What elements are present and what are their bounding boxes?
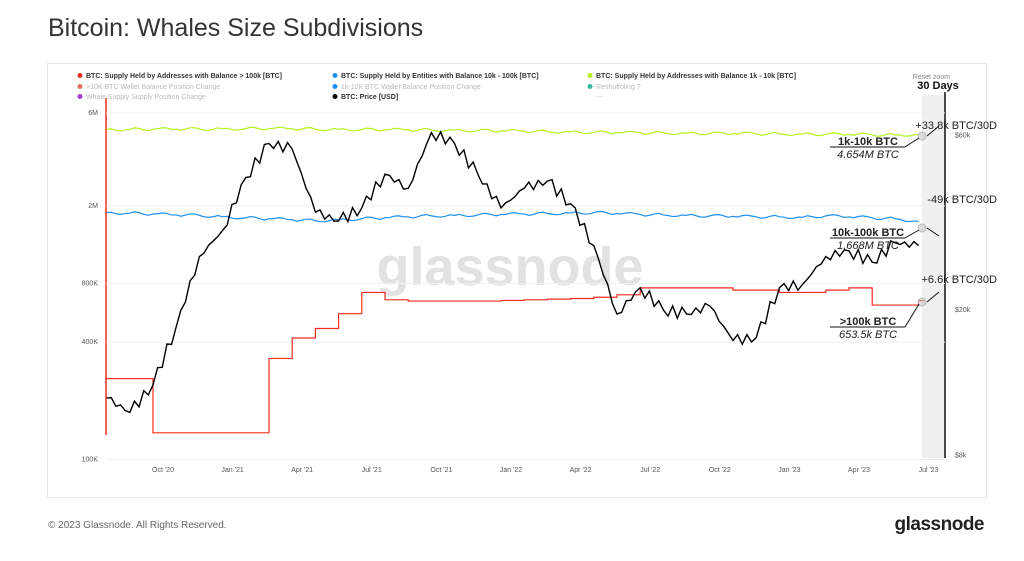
legend-dot [77,94,83,99]
x-tick: Oct '21 [430,467,452,474]
x-tick: Apr '23 [848,467,870,474]
y-left-tick: 6M [88,110,98,117]
legend-item[interactable]: BTC: Supply Held by Addresses with Balan… [86,73,282,80]
annotation-value: 653.5k BTC [839,329,897,341]
annotation-value: 1.668M BTC [837,240,899,252]
legend-item[interactable]: Whale Supply Supply Position Change [86,94,206,101]
x-tick: Jan '23 [778,467,800,474]
legend-dot [77,73,83,78]
marker-point [917,131,927,141]
annotation-name: 1k-10k BTC [838,136,898,148]
change-label: +6.6k BTC/30D [921,274,997,286]
x-tick: Jan '22 [500,467,522,474]
x-tick: Oct '22 [709,467,731,474]
legend-item[interactable]: Reshuffoling ? [596,84,641,91]
chart-frame [47,63,987,498]
copyright: © 2023 Glassnode. All Rights Reserved. [48,520,227,531]
window-label: 30 Days [917,80,959,92]
series-line [106,287,925,434]
legend-item[interactable]: BTC: Supply Held by Entities with Balanc… [341,73,539,80]
legend-item[interactable]: BTC: Supply Held by Addresses with Balan… [596,73,796,80]
leader-line [904,229,920,239]
legend-dot [332,84,338,89]
y-right-tick: $60k [955,132,971,139]
y-right-tick: $20k [955,307,971,314]
y-left-tick: 400K [82,339,99,346]
annotation-value: 4.654M BTC [837,149,899,161]
annotation-name: >100k BTC [840,316,897,328]
y-left-tick: 100K [82,456,99,463]
marker-point [917,223,927,233]
y-left-tick: 2M [88,203,98,210]
legend-item[interactable]: 1k-10K BTC Wallet Balance Position Chang… [341,84,481,91]
x-tick: Jul '21 [362,467,382,474]
watermark: glassnode [376,237,643,297]
leader-line [904,303,920,328]
legend-item[interactable]: >10K BTC Wallet Balance Position Change [86,84,220,91]
reset-zoom-button[interactable]: Reset zoom [913,74,951,81]
legend-dot [332,94,338,99]
legend: BTC: Supply Held by Addresses with Balan… [77,73,796,101]
window-shade [922,95,945,458]
legend-dot [77,84,83,89]
x-tick: Jan '21 [221,467,243,474]
y-left-tick: 800K [82,281,99,288]
leader-line [904,137,920,148]
x-tick: Jul '23 [919,467,939,474]
series-line [106,126,919,137]
x-tick: Apr '21 [291,467,313,474]
legend-dot [587,73,593,78]
arrow-icon [926,291,940,303]
legend-item[interactable]: BTC: Price [USD] [341,94,398,101]
series-line [106,210,919,223]
arrow-icon [926,227,940,237]
legend-item[interactable]: --- [596,94,604,101]
change-label: +33.8k BTC/30D [915,120,997,132]
legend-dot [587,94,593,99]
legend-dot [332,73,338,78]
series-line [106,130,920,414]
y-right-tick: $8k [955,453,967,460]
x-tick: Oct '20 [152,467,174,474]
annotation-name: 10k-100k BTC [832,227,904,239]
x-tick: Apr '22 [570,467,592,474]
x-tick: Jul '22 [640,467,660,474]
marker-point [917,297,927,307]
page-title: Bitcoin: Whales Size Subdivisions [48,14,424,42]
brand-logo: glassnode [894,514,985,535]
change-label: -49k BTC/30D [927,194,997,206]
legend-dot [587,84,593,89]
arrow-icon [926,125,940,137]
